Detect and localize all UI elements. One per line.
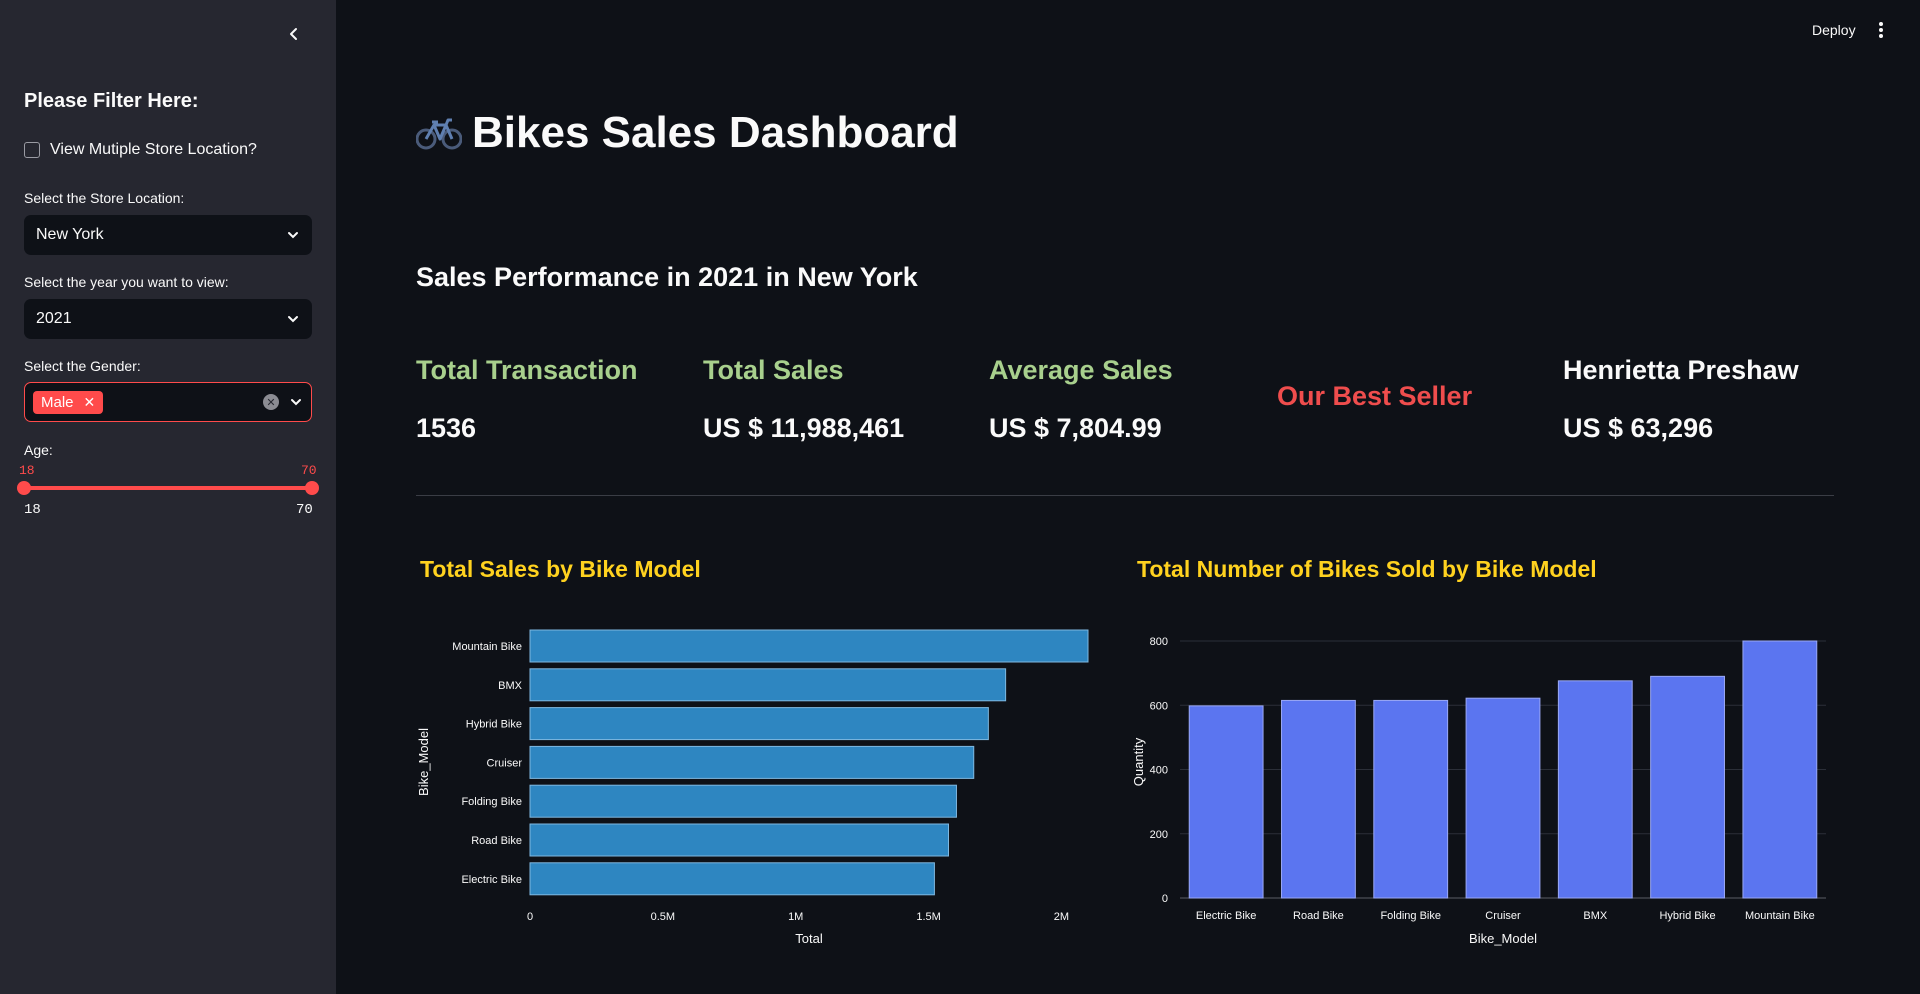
- age-slider-track[interactable]: [24, 486, 312, 490]
- bar: [529, 629, 1089, 663]
- y-tick-label: 400: [1150, 765, 1168, 777]
- store-location-label: Select the Store Location:: [24, 190, 185, 206]
- age-max-thumb-value: 70: [301, 463, 317, 478]
- chevron-down-icon: [286, 228, 300, 242]
- x-tick-label: 2M: [1054, 911, 1069, 923]
- section-divider: [416, 495, 1834, 496]
- category-label: Electric Bike: [1196, 910, 1257, 922]
- best-seller-value: US $ 63,296: [1563, 413, 1714, 443]
- year-label: Select the year you want to view:: [24, 274, 229, 290]
- clear-selection-icon[interactable]: ✕: [263, 394, 279, 410]
- year-select[interactable]: 2021: [24, 299, 312, 339]
- x-tick-label: 0.5M: [651, 911, 675, 923]
- bar: [1557, 680, 1633, 899]
- x-tick-label: 1M: [788, 911, 803, 923]
- age-range-max: 70: [296, 502, 313, 518]
- store-location-select[interactable]: New York: [24, 215, 312, 255]
- x-tick-label: 1.5M: [916, 911, 940, 923]
- category-label: Folding Bike: [461, 796, 522, 808]
- age-range-min: 18: [24, 502, 41, 518]
- total-transaction-value: 1536: [416, 413, 477, 443]
- quantity-chart-title: Total Number of Bikes Sold by Bike Model: [1137, 556, 1597, 582]
- bar: [1188, 705, 1264, 899]
- more-vertical-icon: [1879, 22, 1883, 38]
- x-axis-label: Total: [795, 931, 823, 946]
- y-tick-label: 800: [1150, 636, 1168, 648]
- category-label: Cruiser: [1485, 910, 1521, 922]
- remove-tag-icon[interactable]: ✕: [83, 393, 96, 410]
- category-label: BMX: [498, 680, 523, 692]
- x-tick-label: 0: [527, 911, 533, 923]
- gender-tag-label: Male: [41, 393, 74, 411]
- deploy-button[interactable]: Deploy: [1812, 22, 1856, 38]
- sidebar: Please Filter Here: View Mutiple Store L…: [0, 0, 336, 994]
- category-label: Cruiser: [487, 757, 523, 769]
- y-axis-label: Quantity: [1131, 737, 1146, 786]
- bar: [529, 862, 935, 896]
- best-seller-label: Our Best Seller: [1277, 381, 1473, 411]
- chevron-down-icon[interactable]: [289, 395, 303, 409]
- age-slider-min-handle[interactable]: [17, 481, 31, 495]
- age-label: Age:: [24, 442, 53, 458]
- y-tick-label: 200: [1150, 829, 1168, 841]
- gender-multiselect[interactable]: Male ✕ ✕: [24, 382, 312, 422]
- y-tick-label: 0: [1162, 893, 1168, 905]
- bar: [529, 823, 949, 857]
- bar: [1465, 697, 1541, 899]
- category-label: Road Bike: [1293, 910, 1344, 922]
- store-location-value: New York: [36, 226, 104, 243]
- sales-chart-title: Total Sales by Bike Model: [420, 556, 701, 582]
- bar: [529, 745, 975, 779]
- multiple-store-checkbox[interactable]: [24, 142, 40, 158]
- age-slider-max-handle[interactable]: [305, 481, 319, 495]
- category-label: Road Bike: [471, 835, 522, 847]
- average-sales-label: Average Sales: [989, 355, 1173, 385]
- bar: [529, 668, 1007, 702]
- multiple-store-checkbox-label: View Mutiple Store Location?: [50, 141, 257, 158]
- quantity-by-model-chart: 0 200 400 600 800 Electric Bike Road Bike Foldi…: [1131, 636, 1826, 946]
- page-title: Bikes Sales Dashboard: [416, 108, 959, 158]
- category-label: Mountain Bike: [452, 641, 522, 653]
- total-transaction-label: Total Transaction: [416, 355, 638, 385]
- bar: [529, 707, 989, 741]
- main-menu-button[interactable]: [1878, 20, 1884, 40]
- page-title-text: Bikes Sales Dashboard: [472, 108, 959, 157]
- sidebar-title: Please Filter Here:: [24, 90, 199, 112]
- chevron-left-icon: [290, 28, 297, 40]
- bar: [1373, 699, 1449, 899]
- total-sales-value: US $ 11,988,461: [703, 413, 905, 443]
- x-axis-label: Bike_Model: [1469, 931, 1537, 946]
- bar: [1281, 699, 1356, 899]
- best-seller-name: Henrietta Preshaw: [1563, 355, 1799, 385]
- gender-label: Select the Gender:: [24, 358, 141, 374]
- bar: [529, 784, 957, 818]
- year-value: 2021: [36, 310, 72, 327]
- category-label: Hybrid Bike: [1659, 910, 1715, 922]
- age-min-thumb-value: 18: [19, 463, 35, 478]
- gender-tag: Male ✕: [33, 390, 104, 414]
- chevron-down-icon: [286, 312, 300, 326]
- bicycle-icon: [416, 118, 462, 150]
- total-sales-label: Total Sales: [703, 355, 844, 385]
- category-label: Electric Bike: [461, 874, 522, 886]
- y-tick-label: 600: [1150, 700, 1168, 712]
- collapse-sidebar-button[interactable]: [284, 24, 304, 44]
- multiple-store-checkbox-row[interactable]: View Mutiple Store Location?: [24, 141, 257, 159]
- bar: [1742, 640, 1818, 899]
- average-sales-value: US $ 7,804.99: [989, 413, 1162, 443]
- bar: [1650, 675, 1725, 899]
- category-label: Hybrid Bike: [466, 719, 522, 731]
- performance-subtitle: Sales Performance in 2021 in New York: [416, 262, 918, 292]
- category-label: Folding Bike: [1380, 910, 1441, 922]
- y-axis-label: Bike_Model: [416, 728, 431, 796]
- sales-by-model-chart: Mountain Bike BMX Hybrid Bike Cruiser Foldin…: [416, 629, 1089, 946]
- category-label: Mountain Bike: [1745, 910, 1815, 922]
- category-label: BMX: [1583, 910, 1608, 922]
